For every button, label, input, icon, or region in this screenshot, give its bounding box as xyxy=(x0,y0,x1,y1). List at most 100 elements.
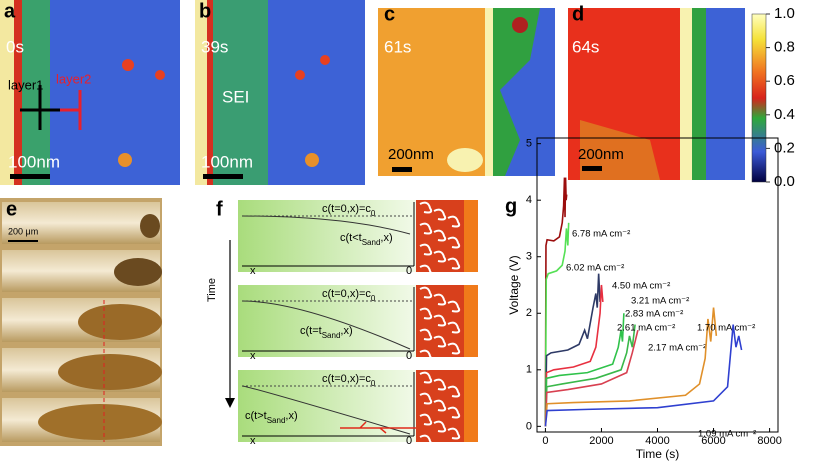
x-tick-label: 2000 xyxy=(589,435,613,447)
concentration-curve xyxy=(241,300,411,350)
series-line xyxy=(544,177,568,427)
region xyxy=(238,370,416,442)
electrode xyxy=(464,370,478,442)
formula-part: Sand xyxy=(362,238,381,247)
panel-d: d 64s 200nm xyxy=(568,3,745,180)
series-line xyxy=(544,307,718,427)
top-formula: c(t=0,x)=c0 xyxy=(322,373,376,388)
x-axis-label: Time (s) xyxy=(636,447,680,461)
colorbar-tick-label: 0.2 xyxy=(774,139,795,156)
formula-part: 0 xyxy=(371,379,376,388)
dendrite xyxy=(419,392,433,405)
y-axis-label: Voltage (V) xyxy=(507,255,521,314)
y-tick-label: 1 xyxy=(526,364,532,376)
series-label: 6.78 mA cm⁻² xyxy=(572,229,630,240)
dendrite xyxy=(433,314,447,327)
x-tick-label: 6000 xyxy=(701,435,725,447)
zero-label: 0 xyxy=(406,350,412,362)
colorbar-tick-label: 0.6 xyxy=(774,72,795,89)
region xyxy=(238,285,416,357)
formula-part: 0 xyxy=(371,294,376,303)
panel-label: c xyxy=(384,3,395,25)
formula-part: Sand xyxy=(322,331,341,340)
series-line xyxy=(544,324,743,427)
dendrite xyxy=(433,250,447,263)
formula-part: c(t=0,x)=c xyxy=(322,288,371,300)
electrode xyxy=(464,285,478,357)
dendrite xyxy=(447,427,461,440)
series-line xyxy=(544,273,601,427)
zero-label: 0 xyxy=(406,435,412,447)
dendrite xyxy=(433,293,447,306)
series-line xyxy=(544,284,604,427)
sei-label: SEI xyxy=(222,87,249,106)
dendrite xyxy=(419,307,433,320)
panel-label: e xyxy=(6,198,17,220)
colorbar-tick-label: 0.0 xyxy=(774,173,795,190)
x-tick-label: 4000 xyxy=(645,435,669,447)
dendrite xyxy=(433,208,447,221)
electrode xyxy=(464,200,478,272)
concentration-curve xyxy=(241,385,411,435)
series-line xyxy=(544,313,625,427)
x-label: x xyxy=(250,265,256,277)
layer-label: layer1 xyxy=(8,77,43,92)
time-label: 0s xyxy=(6,37,24,56)
formula-part: c(t=0,x)=c xyxy=(322,373,371,385)
dendrite xyxy=(447,406,461,419)
curve-formula: c(t>tSand,x) xyxy=(245,410,298,425)
formula-part: ,x) xyxy=(340,325,352,337)
formula-part: c(t=t xyxy=(300,325,322,337)
colorbar-tick-label: 0.4 xyxy=(774,106,795,123)
dendrite xyxy=(447,321,461,334)
dendrite xyxy=(419,201,433,214)
series-label: 2.17 mA cm⁻² xyxy=(648,343,706,354)
dendrite xyxy=(419,434,433,447)
panel-c: c 61s 200nm xyxy=(378,3,555,176)
y-tick-label: 3 xyxy=(526,251,532,263)
y-tick-label: 4 xyxy=(526,194,532,206)
dendrite xyxy=(419,286,433,299)
dendrite xyxy=(433,229,447,242)
scale-label: 200nm xyxy=(388,146,434,163)
formula-part: c(t<t xyxy=(340,232,362,244)
x-label: x xyxy=(250,435,256,447)
x-tick-label: 0 xyxy=(542,435,548,447)
series-line xyxy=(544,330,639,427)
panel-label: f xyxy=(216,198,223,220)
dendrite-growth xyxy=(340,421,416,434)
panel-f: f Time + − c(t=0,x)=c0c(t<tSand,x)x0c(t=… xyxy=(206,198,478,447)
formula-part: 0 xyxy=(371,209,376,218)
y-tick-label: 0 xyxy=(526,420,532,432)
scale-label: 100nm xyxy=(8,152,60,171)
series-label: 1.09 mA cm⁻² xyxy=(698,429,756,440)
time-label: 39s xyxy=(201,37,228,56)
time-label: 61s xyxy=(384,37,411,56)
panel-label: b xyxy=(199,0,211,22)
dendrite xyxy=(419,413,433,426)
top-formula: c(t=0,x)=c0 xyxy=(322,288,376,303)
formula-part: ,x) xyxy=(380,232,392,244)
dendrite xyxy=(447,300,461,313)
dendrite xyxy=(447,385,461,398)
scale-label: 200nm xyxy=(578,146,624,163)
zero-label: 0 xyxy=(406,265,412,277)
panel-a: a 0s layer1 layer2 100nm xyxy=(0,0,180,185)
curve-formula: c(t=tSand,x) xyxy=(300,325,353,340)
scale-label: 100nm xyxy=(201,152,253,171)
top-formula: c(t=0,x)=c0 xyxy=(322,203,376,218)
dendrite xyxy=(447,215,461,228)
colorbar-tick-label: 1.0 xyxy=(774,5,795,22)
x-label: x xyxy=(250,350,256,362)
axis-label: Time xyxy=(206,278,218,302)
panel-b: b 39s SEI 100nm xyxy=(195,0,365,185)
y-tick-label: 2 xyxy=(526,307,532,319)
formula-part: Sand xyxy=(267,416,286,425)
dendrite xyxy=(433,420,447,433)
dendrite xyxy=(419,371,433,384)
formula-part: ,x) xyxy=(285,410,297,422)
series-label: 2.83 mA cm⁻² xyxy=(625,309,683,320)
series-label: 2.61 mA cm⁻² xyxy=(617,323,675,334)
